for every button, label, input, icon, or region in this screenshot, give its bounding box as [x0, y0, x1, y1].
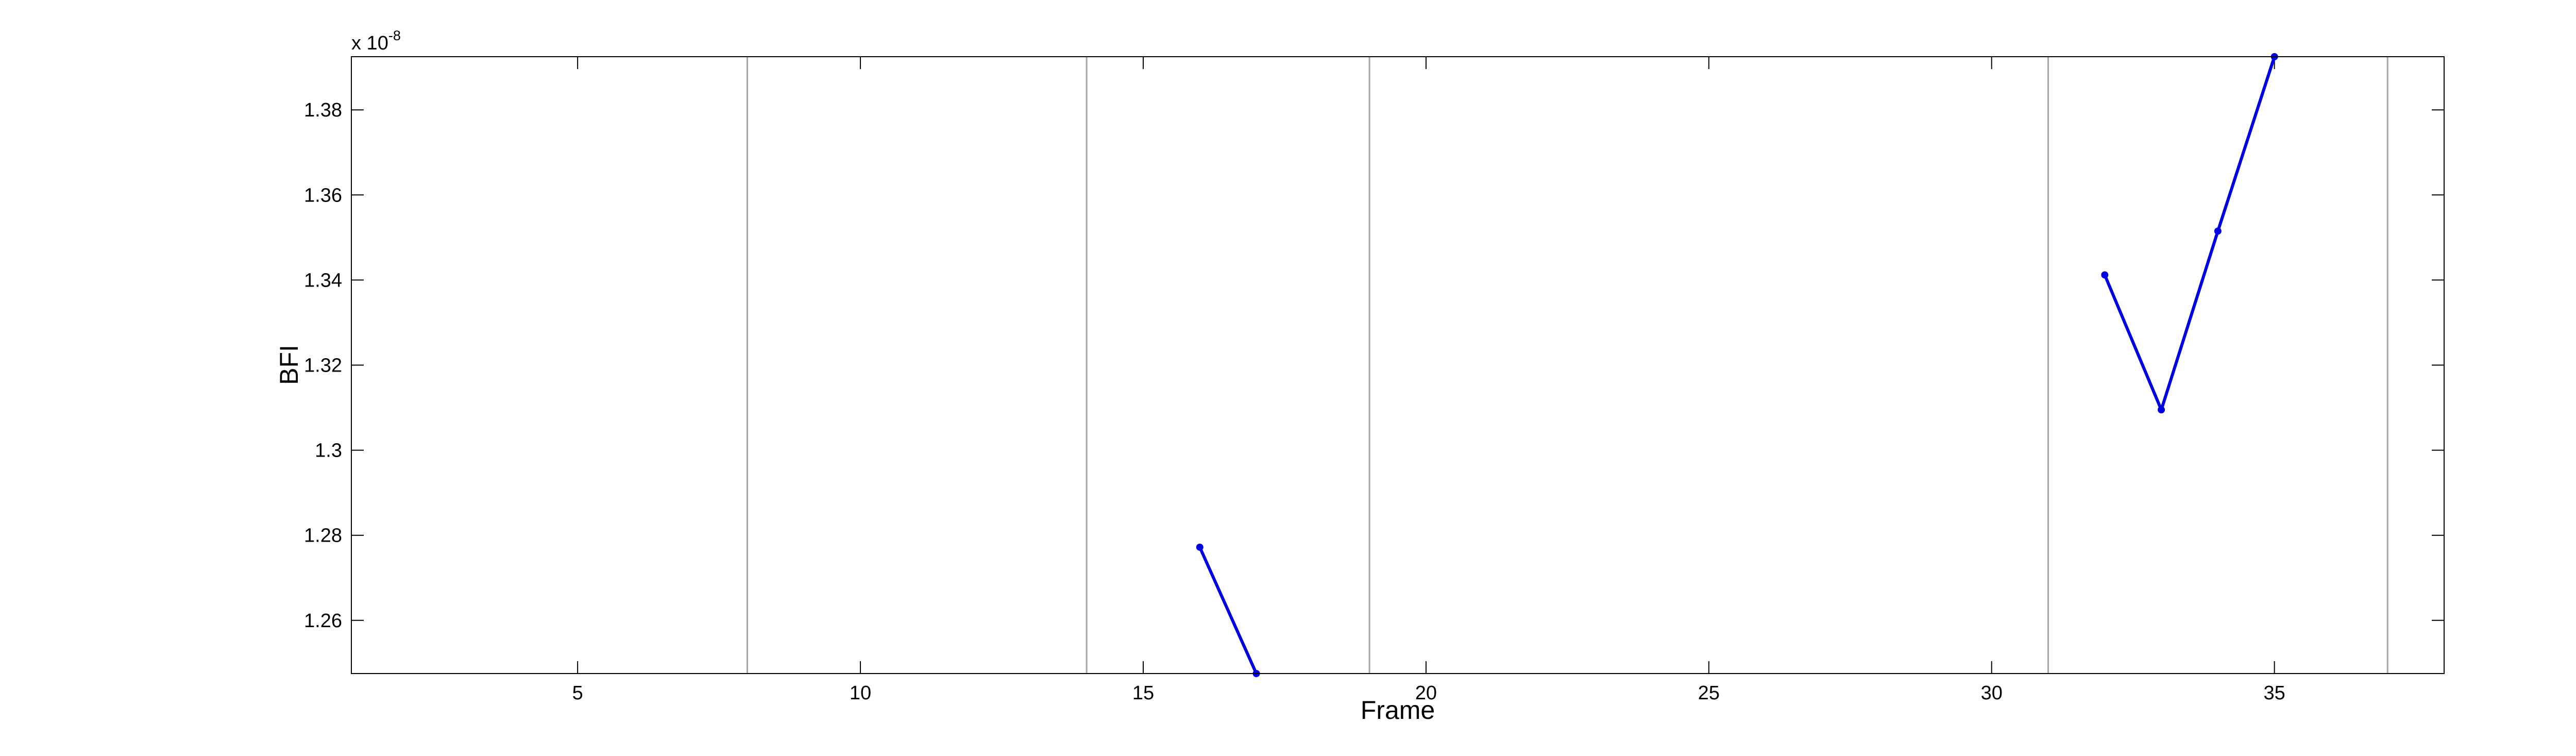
x-tick-label: 5 — [572, 682, 583, 704]
y-tick-label: 1.36 — [304, 184, 342, 206]
y-tick-label: 1.32 — [304, 355, 342, 377]
x-tick-label: 25 — [1698, 682, 1720, 704]
y-axis-multiplier: x 10-8 — [351, 28, 401, 54]
data-point — [2101, 271, 2109, 279]
data-point — [2158, 406, 2165, 414]
plot-area — [351, 57, 2444, 674]
x-tick-label: 20 — [1415, 682, 1437, 704]
vertical-markers — [746, 57, 2388, 674]
y-multiplier-base: x 10 — [351, 32, 388, 54]
x-tick-label: 35 — [2264, 682, 2285, 704]
y-tick-label: 1.34 — [304, 270, 342, 291]
y-tick-label: 1.38 — [304, 99, 342, 121]
x-tick-label: 10 — [850, 682, 871, 704]
y-tick-label: 1.28 — [304, 525, 342, 547]
data-point — [2214, 227, 2222, 235]
axis-ticks: 5 10 15 20 25 30 35 1.26 1.28 1.3 1.32 1.34 1.36 1.38 — [304, 57, 2444, 704]
x-axis-label: Frame — [1361, 696, 1435, 725]
series-line-segment — [1198, 545, 1258, 675]
plot-frame — [351, 56, 2445, 674]
y-axis-label: BFI — [275, 345, 303, 385]
y-tick-label: 1.3 — [315, 440, 342, 462]
x-tick-label: 30 — [1981, 682, 2003, 704]
series-line-segment — [2103, 55, 2276, 412]
y-tick-label: 1.26 — [304, 610, 342, 632]
x-tick-label: 15 — [1132, 682, 1154, 704]
data-series — [1196, 53, 2278, 677]
y-multiplier-exponent: -8 — [388, 28, 401, 43]
data-point — [1196, 543, 1204, 551]
